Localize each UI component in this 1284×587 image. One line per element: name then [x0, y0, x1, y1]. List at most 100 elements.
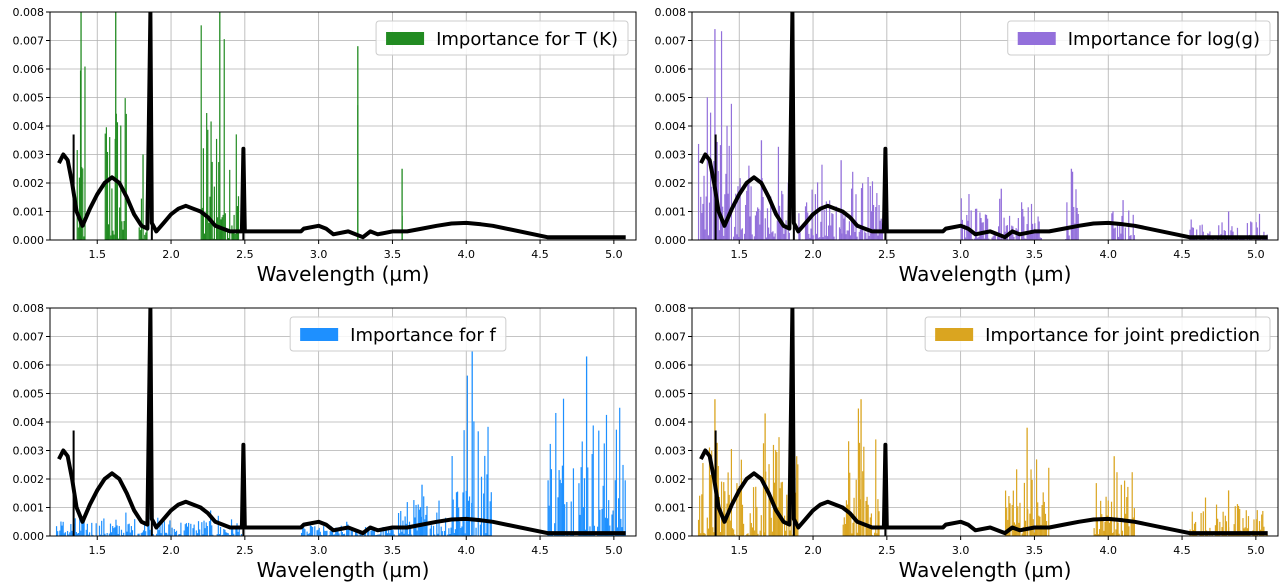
y-tick-label: 0.007 [13, 331, 45, 344]
importance-bar [984, 214, 987, 240]
importance-bar [1037, 502, 1039, 536]
importance-bar [326, 530, 328, 536]
importance-bar [152, 534, 154, 536]
importance-bar [615, 429, 618, 536]
importance-bar [170, 534, 172, 536]
importance-bar [240, 534, 243, 536]
importance-bar [738, 486, 740, 536]
importance-bar [77, 227, 79, 240]
y-tick-label: 0.005 [13, 388, 45, 401]
importance-bar [862, 471, 864, 536]
importance-bar [393, 534, 395, 536]
importance-bar [599, 509, 601, 536]
importance-bar [216, 534, 218, 536]
importance-bar [750, 522, 752, 536]
importance-bar [785, 220, 787, 240]
importance-bar [371, 526, 373, 536]
importance-bar [1093, 528, 1095, 536]
importance-bar [114, 527, 116, 536]
importance-bar [1224, 515, 1226, 536]
importance-bar [728, 145, 730, 240]
importance-bar [1031, 479, 1033, 536]
importance-bar [1022, 208, 1024, 240]
importance-bar [707, 235, 710, 240]
importance-bar [64, 532, 66, 536]
importance-bar [976, 208, 978, 240]
importance-bar [475, 527, 477, 536]
importance-bar [60, 521, 62, 536]
importance-bar [746, 533, 748, 536]
legend: Importance for T (K) [375, 20, 629, 56]
x-axis-label: Wavelength (µm) [257, 558, 430, 582]
importance-bar [377, 534, 379, 536]
importance-bar [745, 204, 747, 240]
legend-box [375, 20, 629, 56]
x-tick-label: 2.5 [236, 544, 254, 557]
importance-bar [1200, 513, 1202, 536]
importance-bar [199, 529, 201, 536]
importance-bar [343, 533, 346, 536]
importance-bar [622, 464, 624, 536]
importance-bar [161, 521, 163, 536]
importance-bar [1007, 519, 1009, 536]
importance-bar [618, 498, 620, 536]
importance-bar [831, 213, 833, 240]
importance-bar [727, 472, 729, 536]
importance-bar [1112, 211, 1114, 240]
importance-bar [438, 500, 440, 536]
importance-bar [419, 507, 422, 536]
importance-bar [822, 237, 824, 240]
importance-bar [730, 103, 733, 240]
y-tick-label: 0.003 [655, 149, 687, 162]
importance-bar [113, 234, 115, 240]
importance-bar [1121, 530, 1124, 536]
importance-peak-bar [1026, 427, 1028, 536]
importance-bar [845, 500, 848, 536]
importance-bar [143, 524, 146, 536]
importance-bar [338, 533, 340, 536]
importance-bar [724, 491, 726, 536]
importance-bar [337, 530, 339, 536]
importance-bar [851, 188, 853, 240]
importance-bar [547, 480, 549, 536]
importance-bar [378, 534, 380, 536]
importance-bar [384, 527, 386, 536]
importance-bar [174, 531, 177, 536]
importance-bar [211, 161, 213, 240]
importance-bar [583, 478, 586, 536]
importance-bar [709, 112, 712, 240]
importance-bar [1123, 480, 1126, 536]
importance-bar [342, 534, 345, 536]
importance-bar [590, 534, 592, 536]
importance-peak-bar [1227, 490, 1230, 536]
importance-bar [1105, 496, 1107, 536]
importance-bar [754, 530, 756, 536]
importance-bar [1074, 223, 1076, 240]
importance-bar [854, 231, 856, 240]
importance-bar [561, 465, 564, 536]
importance-bar [735, 193, 737, 240]
importance-bar [462, 492, 464, 536]
importance-bar [1229, 534, 1231, 536]
importance-bar [567, 534, 569, 536]
importance-bar [488, 534, 490, 536]
importance-bar [312, 527, 314, 536]
importance-bar [137, 533, 139, 536]
legend-swatch [386, 32, 425, 45]
importance-bar [430, 525, 432, 536]
importance-bar [227, 533, 229, 536]
importance-bar [1218, 225, 1220, 240]
importance-bar [780, 222, 782, 240]
importance-bar [145, 531, 147, 536]
importance-bar [1239, 508, 1241, 536]
y-tick-label: 0.004 [655, 416, 687, 429]
importance-bar [718, 496, 720, 536]
x-tick-label: 1.5 [88, 248, 106, 261]
importance-bar [1234, 506, 1236, 536]
importance-bar [103, 518, 105, 536]
importance-bar [1012, 490, 1014, 536]
importance-bar [1115, 529, 1117, 536]
importance-bar [859, 229, 861, 240]
importance-bar [1011, 504, 1013, 536]
importance-bar [1068, 235, 1070, 240]
